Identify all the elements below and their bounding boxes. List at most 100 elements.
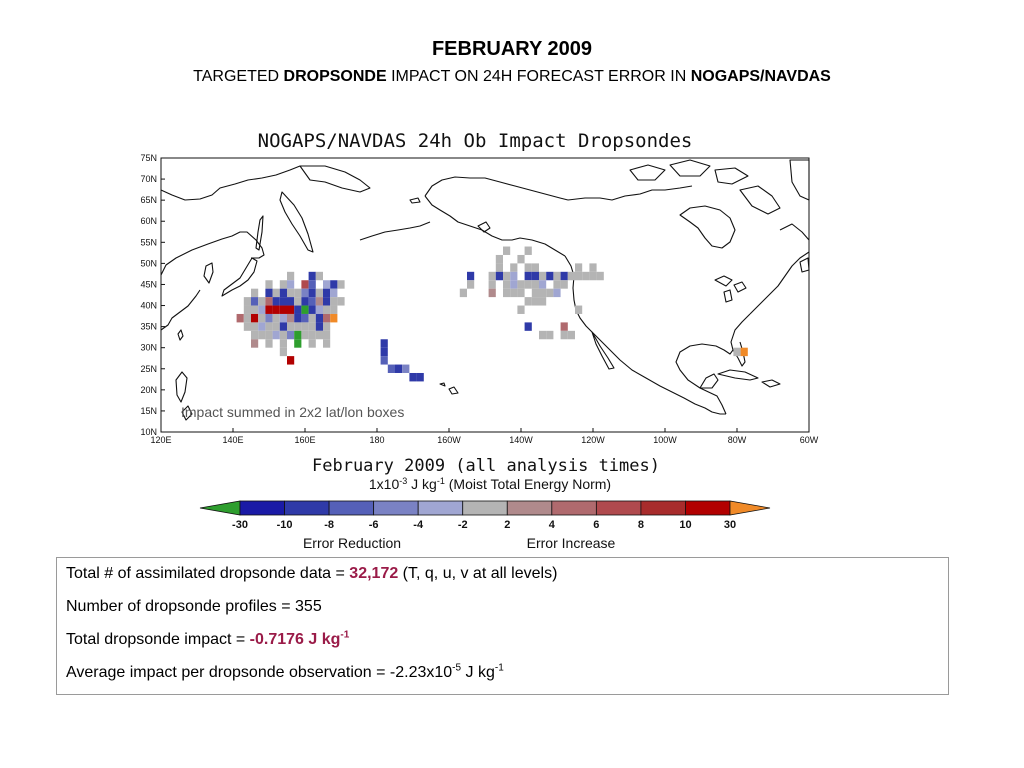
impact-cell-46 (258, 305, 266, 314)
stats-total-number: -0.7176 J kg (249, 631, 341, 648)
colorbar-label-6: 2 (504, 519, 510, 531)
impact-cell-142 (517, 288, 525, 298)
units-part-5: (Moist Total Energy Norm) (445, 476, 611, 492)
impact-cell-128 (467, 280, 475, 289)
impact-cell-126 (589, 271, 597, 281)
chart-annotation: Impact summed in 2x2 lat/lon boxes (181, 404, 404, 420)
impact-cell-100 (279, 347, 287, 357)
stats-total-sup: -1 (340, 629, 350, 641)
y-tick-label-11: 65N (140, 195, 157, 205)
impact-cell-106 (495, 263, 503, 272)
impact-cell-81 (315, 322, 323, 331)
impact-cell-102 (503, 246, 511, 255)
impact-cell-129 (488, 280, 496, 289)
impact-cell-109 (531, 263, 539, 272)
impact-cell-151 (575, 305, 583, 314)
colorbar-arrow-low (199, 500, 241, 516)
impact-cell-131 (510, 280, 518, 289)
impact-cell-23 (287, 288, 295, 298)
impact-cell-83 (251, 330, 259, 340)
aleutians (359, 221, 431, 241)
impact-cell-117 (524, 271, 532, 281)
impact-cell-51 (294, 305, 302, 314)
impact-cell-84 (258, 330, 266, 340)
impact-cell-157 (567, 330, 575, 340)
impact-cell-119 (539, 271, 547, 281)
impact-cell-147 (524, 297, 532, 306)
impact-cell-9 (308, 271, 316, 281)
impact-cell-93 (323, 330, 331, 340)
impact-cell-4 (395, 364, 403, 373)
page-title: FEBRUARY 2009 (431, 38, 593, 60)
impact-cell-153 (560, 322, 568, 331)
units-part-3: J kg (407, 476, 437, 492)
impact-cell-112 (467, 271, 475, 281)
impact-cell-21 (272, 288, 280, 298)
impact-cell-138 (459, 288, 467, 298)
impact-cell-41 (323, 297, 331, 306)
impact-cell-60 (258, 313, 266, 323)
impact-cell-101 (287, 356, 295, 365)
colorbar-label-9: 8 (638, 519, 644, 531)
impact-cell-159 (740, 347, 748, 357)
canada-north (567, 185, 693, 201)
cuba (717, 369, 759, 381)
stats-line-assimilated: Total # of assimilated dropsonde data = … (66, 564, 939, 584)
colorbar-label-1: -10 (277, 519, 293, 531)
stats-line-profiles: Number of dropsonde profiles = 355 (66, 598, 322, 615)
colorbar-swatch-6 (506, 500, 553, 516)
hispaniola (761, 379, 781, 388)
impact-cell-15 (308, 280, 316, 289)
impact-cell-107 (510, 263, 518, 272)
impact-cell-27 (315, 288, 323, 298)
impact-cell-150 (517, 305, 525, 314)
impact-cell-89 (294, 330, 302, 340)
impact-cell-152 (524, 322, 532, 331)
colorbar: -30 -10 -8 -6 -4 -2 2 4 6 8 10 30 (199, 500, 771, 531)
colorbar-label-5: -2 (458, 519, 468, 531)
impact-cell-33 (265, 297, 273, 306)
colorbar-label-11: 30 (724, 519, 736, 531)
subtitle-part-2: DROPSONDE (283, 68, 387, 85)
units-part-1: 1x10 (369, 476, 400, 492)
y-tick-label-8: 50N (140, 258, 157, 268)
impact-cell-149 (539, 297, 547, 306)
impact-cell-65 (294, 313, 302, 323)
x-tick-label-2: 160E (294, 435, 315, 445)
impact-cell-26 (308, 288, 316, 298)
y-tick-label-6: 40N (140, 301, 157, 311)
impact-cell-105 (517, 254, 525, 264)
impact-cell-134 (531, 280, 539, 289)
baja (591, 331, 615, 370)
impact-cell-116 (510, 271, 518, 281)
x-tick-label-6: 120W (581, 435, 605, 445)
stats-total-label: Total dropsonde impact = (66, 631, 250, 648)
impact-cell-73 (258, 322, 266, 331)
chart-subtitle: February 2009 (all analysis times) (312, 456, 660, 476)
impact-cell-123 (567, 271, 575, 281)
impact-cell-68 (315, 313, 323, 323)
x-tick-label-9: 60W (800, 435, 819, 445)
arctic-isl-2 (669, 159, 711, 177)
map-frame (160, 157, 810, 433)
impact-cell-78 (294, 322, 302, 331)
impact-map-chart: NOGAPS/NAVDAS 24h Ob Impact Dropsondes (140, 130, 819, 551)
stats-assimilated-note: (T, q, u, v at all levels) (398, 565, 558, 582)
impact-cell-71 (243, 322, 251, 331)
impact-cell-40 (315, 297, 323, 306)
units-label: 1x10-3 J kg-1 (Moist Total Energy Norm) (369, 476, 611, 492)
philippines (175, 371, 188, 403)
y-tick-label-12: 70N (140, 174, 157, 184)
colorbar-swatch-1 (284, 500, 330, 516)
impact-cell-58 (243, 313, 251, 323)
impact-cell-120 (546, 271, 554, 281)
x-tick-label-7: 100W (653, 435, 677, 445)
y-tick-label-4: 30N (140, 343, 157, 353)
impact-cell-99 (323, 339, 331, 348)
stats-assimilated-label: Total # of assimilated dropsonde data = (66, 565, 350, 582)
impact-cell-13 (287, 280, 295, 289)
impact-cell-3 (387, 364, 395, 373)
impact-cell-44 (243, 305, 251, 314)
colorbar-swatch-3 (373, 500, 419, 516)
impact-cell-18 (337, 280, 345, 289)
